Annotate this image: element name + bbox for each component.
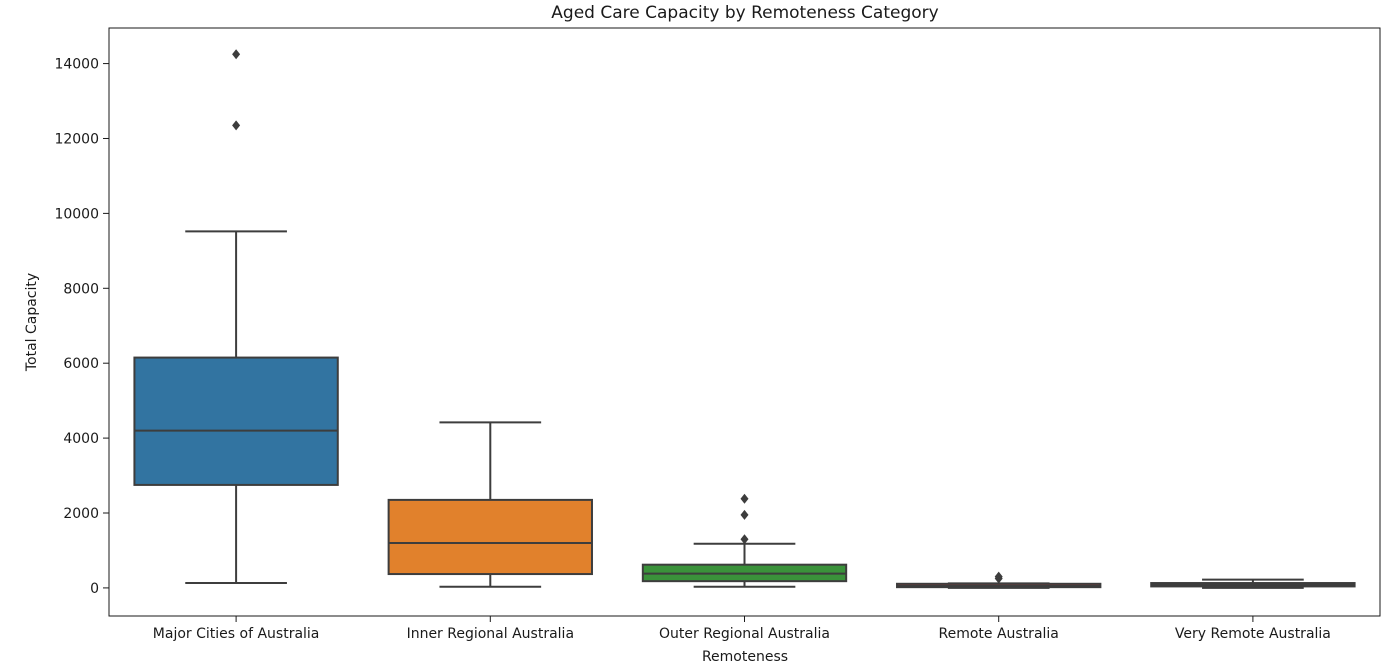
outlier-point bbox=[740, 509, 749, 520]
y-tick-label: 8000 bbox=[63, 281, 99, 297]
box-group bbox=[896, 571, 1102, 589]
x-tick-label: Remote Australia bbox=[938, 626, 1058, 642]
x-tick-label: Inner Regional Australia bbox=[407, 626, 574, 642]
outlier-point bbox=[232, 120, 241, 131]
box bbox=[387, 498, 593, 576]
box-group bbox=[387, 421, 593, 588]
outlier-point bbox=[232, 49, 241, 60]
y-tick-label: 4000 bbox=[63, 431, 99, 447]
plot-area bbox=[133, 49, 1356, 589]
y-tick-label: 12000 bbox=[54, 131, 99, 147]
y-axis-label: Total Capacity bbox=[24, 273, 40, 372]
x-tick-label: Outer Regional Australia bbox=[659, 626, 830, 642]
outlier-point bbox=[994, 571, 1003, 582]
x-axis-label: Remoteness bbox=[702, 649, 788, 665]
x-axis: Major Cities of Australia Inner Regional … bbox=[153, 616, 1331, 642]
outlier-point bbox=[740, 534, 749, 545]
y-tick-label: 2000 bbox=[63, 506, 99, 522]
box-group bbox=[641, 493, 848, 588]
box-group bbox=[133, 49, 339, 585]
outlier-point bbox=[740, 493, 749, 504]
y-tick-label: 6000 bbox=[63, 356, 99, 372]
y-axis: 0 2000 4000 6000 8000 10000 12000 14000 bbox=[54, 57, 109, 597]
box-group bbox=[1150, 578, 1356, 589]
x-tick-label: Very Remote Australia bbox=[1175, 626, 1331, 642]
box bbox=[133, 356, 339, 486]
plot-frame bbox=[108, 27, 1381, 617]
y-tick-label: 10000 bbox=[54, 206, 99, 222]
chart-title: Aged Care Capacity by Remoteness Categor… bbox=[551, 3, 938, 23]
y-tick-label: 14000 bbox=[54, 57, 99, 73]
x-tick-label: Major Cities of Australia bbox=[153, 626, 320, 642]
y-tick-label: 0 bbox=[90, 581, 99, 597]
